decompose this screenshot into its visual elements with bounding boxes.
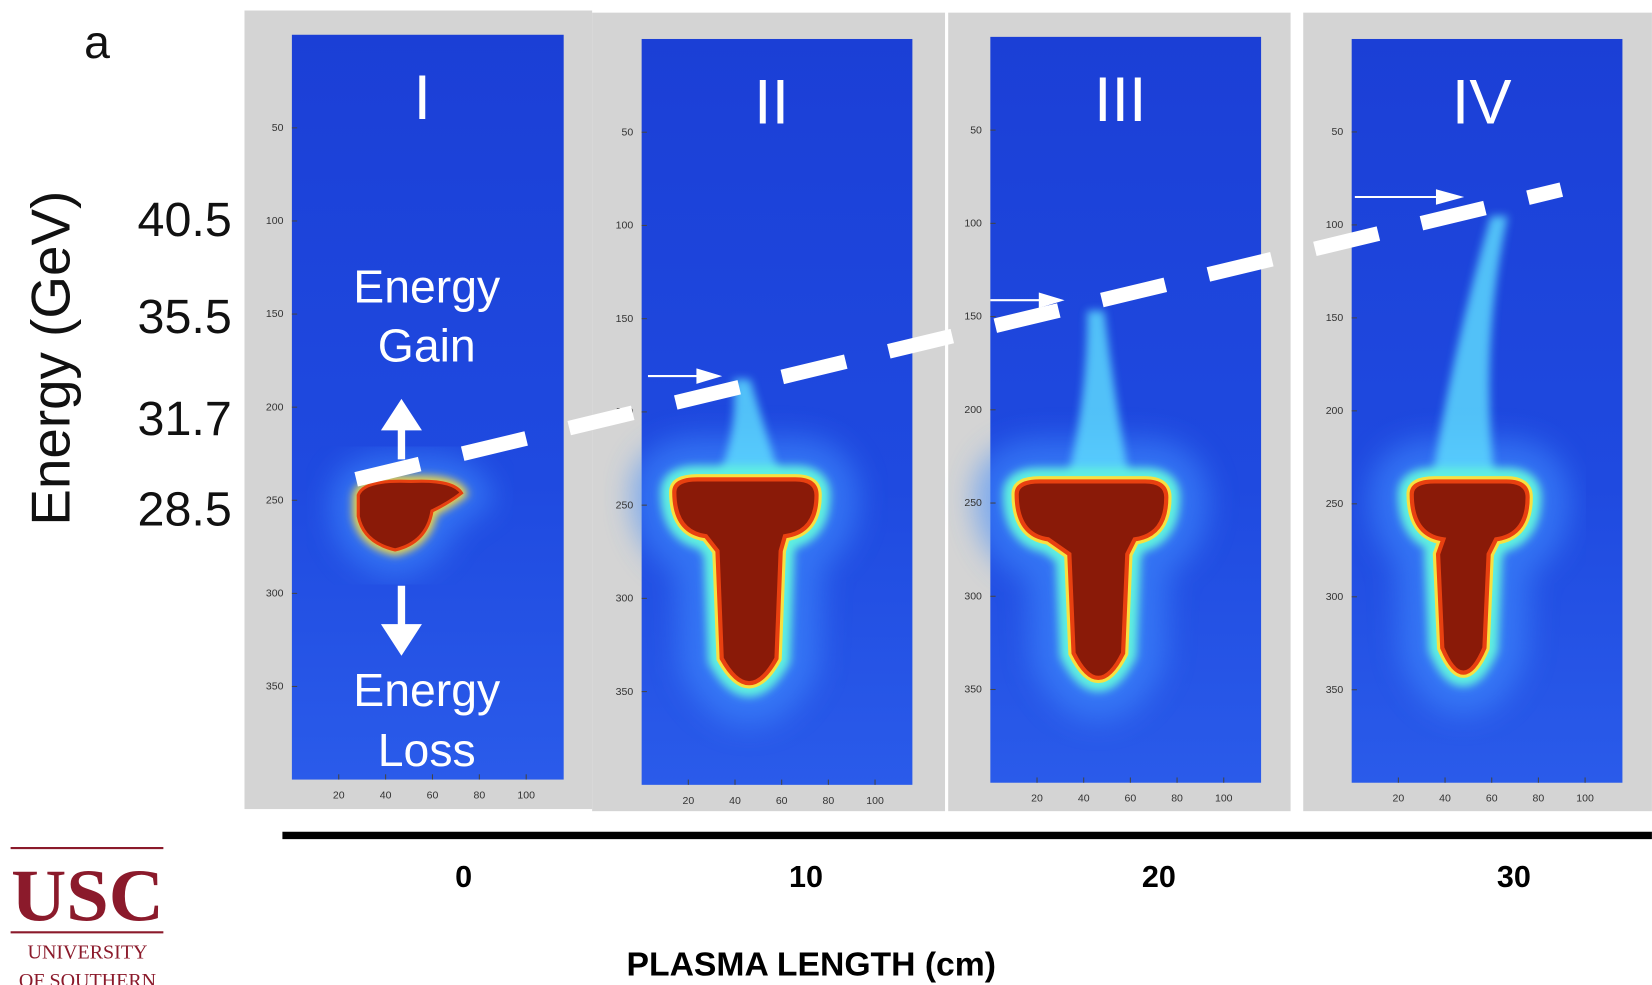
logo-mark: USC xyxy=(11,855,164,937)
y-tick-label: 350 xyxy=(616,686,634,698)
gain-label: Gain xyxy=(378,319,476,371)
energy-label: 40.5 xyxy=(138,193,232,247)
y-tick-label: 250 xyxy=(1326,498,1344,510)
x-tick-label: 20 xyxy=(682,795,694,807)
y-tick-label: 50 xyxy=(272,122,284,134)
y-tick-label: 200 xyxy=(266,401,284,413)
loss-label: Loss xyxy=(378,724,476,776)
trend-line xyxy=(354,182,1564,487)
plasma-length: 30 xyxy=(1497,860,1531,894)
panel-content xyxy=(1369,215,1570,714)
x-tick-label: 80 xyxy=(1171,793,1183,805)
y-tick-label: 250 xyxy=(616,499,634,511)
corner-letter: a xyxy=(84,16,110,68)
energy-labels: 40.5 35.5 31.7 28.5 xyxy=(138,193,232,537)
loss-label: Energy xyxy=(353,664,501,716)
panel-content xyxy=(974,310,1209,720)
x-tick-label: 20 xyxy=(333,790,345,802)
x-tick-label: 60 xyxy=(1125,793,1137,805)
y-tick-label: 300 xyxy=(266,588,284,600)
y-tick-label: 350 xyxy=(266,681,284,693)
x-tick-label: 60 xyxy=(1486,793,1498,805)
y-tick-label: 300 xyxy=(616,593,634,605)
logo: USC UNIVERSITY OF SOUTHERN xyxy=(10,846,164,985)
y-tick-label: 200 xyxy=(1326,405,1344,417)
x-tick-label: 20 xyxy=(1393,793,1405,805)
core xyxy=(1014,479,1169,680)
panel: IV 50 100 150 200 250 300 350 20 40 60 80 100 xyxy=(1303,12,1652,812)
core xyxy=(672,477,819,686)
down-arrow xyxy=(380,585,422,656)
panel-label: IV xyxy=(1452,67,1512,137)
y-tick-label: 300 xyxy=(964,590,982,602)
y-axis-label: Energy (GeV) xyxy=(20,191,82,526)
y-tick-label: 100 xyxy=(616,220,634,232)
x-tick-label: 80 xyxy=(473,790,485,802)
y-tick-label: 100 xyxy=(266,215,284,227)
plume xyxy=(1066,310,1130,482)
panel-label: I xyxy=(414,63,432,133)
logo-line: UNIVERSITY xyxy=(28,942,148,964)
x-tick-label: 40 xyxy=(1078,793,1090,805)
panel-content xyxy=(632,379,859,725)
plume xyxy=(717,379,781,480)
up-arrow xyxy=(380,398,422,460)
y-tick-label: 50 xyxy=(1332,126,1344,138)
x-tick-label: 60 xyxy=(427,790,439,802)
marker-arrows xyxy=(647,189,1465,384)
x-tick-label: 40 xyxy=(380,790,392,802)
panel: III 50 100 150 200 250 300 350 20 40 60 80 100 xyxy=(948,12,1291,812)
gain-label: Energy xyxy=(353,260,501,312)
plasma-length: 10 xyxy=(789,860,823,894)
energy-label: 35.5 xyxy=(138,290,232,344)
panel-content xyxy=(331,454,497,577)
y-tick-label: 100 xyxy=(1326,219,1344,231)
x-tick-label: 20 xyxy=(1031,793,1043,805)
x-tick-label: 60 xyxy=(776,795,788,807)
plasma-length: 20 xyxy=(1142,860,1176,894)
y-tick-label: 150 xyxy=(266,308,284,320)
y-tick-label: 250 xyxy=(266,494,284,506)
y-tick-label: 100 xyxy=(964,217,982,229)
core xyxy=(1409,479,1530,675)
plasma-labels: 0 10 20 30 xyxy=(455,860,1531,894)
x-tick-label: 100 xyxy=(1215,793,1233,805)
x-axis-label: PLASMA LENGTH (cm) xyxy=(627,946,996,984)
x-tick-label: 100 xyxy=(866,795,884,807)
energy-label: 28.5 xyxy=(138,483,232,537)
plasma-length: 0 xyxy=(455,860,472,894)
panel-label: II xyxy=(754,67,789,137)
logo-line: OF SOUTHERN xyxy=(19,970,156,985)
y-tick-label: 150 xyxy=(616,313,634,325)
x-tick-label: 100 xyxy=(517,790,535,802)
x-tick-label: 80 xyxy=(823,795,835,807)
y-tick-label: 300 xyxy=(1326,591,1344,603)
y-tick-label: 150 xyxy=(964,311,982,323)
y-tick-label: 250 xyxy=(964,497,982,509)
annotations: Energy Gain Energy Loss xyxy=(353,260,501,776)
panel: I 50 100 150 200 250 300 350 20 40 60 80 100 xyxy=(244,10,593,810)
x-tick-label: 80 xyxy=(1533,793,1545,805)
y-tick-label: 200 xyxy=(964,404,982,416)
y-tick-label: 50 xyxy=(622,126,634,138)
x-tick-label: 100 xyxy=(1576,793,1594,805)
x-tick-label: 40 xyxy=(729,795,741,807)
panels: I 50 100 150 200 250 300 350 20 40 60 80 100 II 50 100 1… xyxy=(244,10,1652,812)
y-tick-label: 350 xyxy=(1326,684,1344,696)
panel-label: III xyxy=(1094,65,1147,135)
panel-image xyxy=(291,34,564,780)
energy-label: 31.7 xyxy=(138,392,232,446)
core xyxy=(356,479,464,552)
x-tick-label: 40 xyxy=(1439,793,1451,805)
plume xyxy=(1431,215,1508,482)
y-tick-label: 350 xyxy=(964,684,982,696)
y-tick-label: 150 xyxy=(1326,312,1344,324)
y-tick-label: 50 xyxy=(970,124,982,136)
